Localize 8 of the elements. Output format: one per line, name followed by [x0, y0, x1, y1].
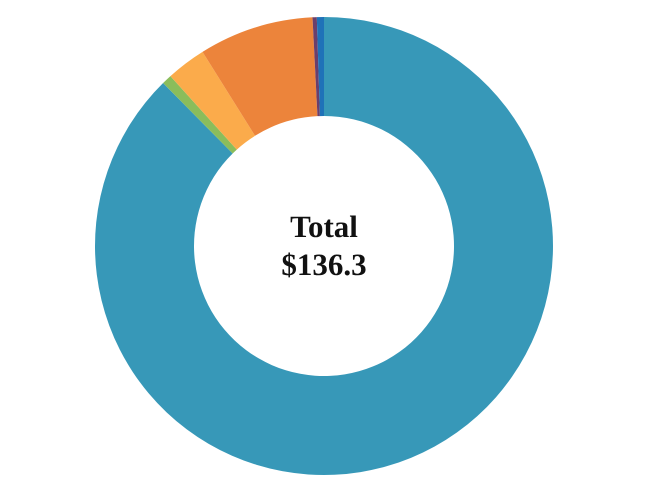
text: $136.3	[281, 247, 367, 282]
donut-slice	[95, 17, 553, 475]
donut-slice	[202, 17, 318, 136]
donut-slice	[316, 17, 324, 116]
donut-slice	[163, 76, 237, 154]
donut-slice	[170, 52, 256, 150]
text: Total	[290, 209, 358, 244]
donut-slice	[312, 17, 320, 116]
